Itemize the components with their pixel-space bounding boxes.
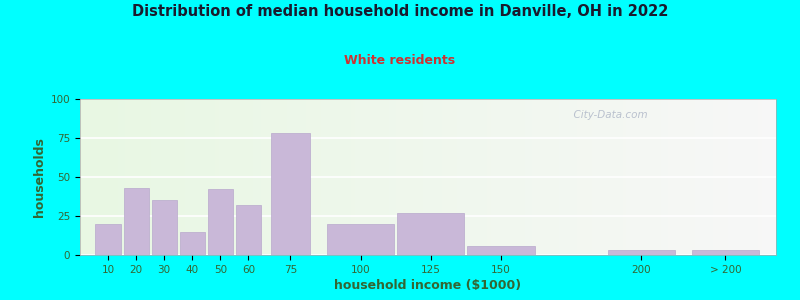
Bar (236, 205, 261, 255)
Bar (95, 224, 121, 255)
Bar (467, 246, 534, 255)
Bar (397, 213, 465, 255)
Text: Distribution of median household income in Danville, OH in 2022: Distribution of median household income … (132, 4, 668, 20)
Bar (123, 188, 149, 255)
Y-axis label: households: households (34, 137, 46, 217)
X-axis label: household income ($1000): household income ($1000) (334, 279, 522, 292)
Bar (327, 224, 394, 255)
Bar (208, 190, 233, 255)
Bar (151, 200, 177, 255)
Bar (692, 250, 759, 255)
Text: White residents: White residents (345, 54, 455, 67)
Text: City-Data.com: City-Data.com (567, 110, 648, 120)
Bar (180, 232, 205, 255)
Bar (271, 133, 310, 255)
Bar (608, 250, 675, 255)
